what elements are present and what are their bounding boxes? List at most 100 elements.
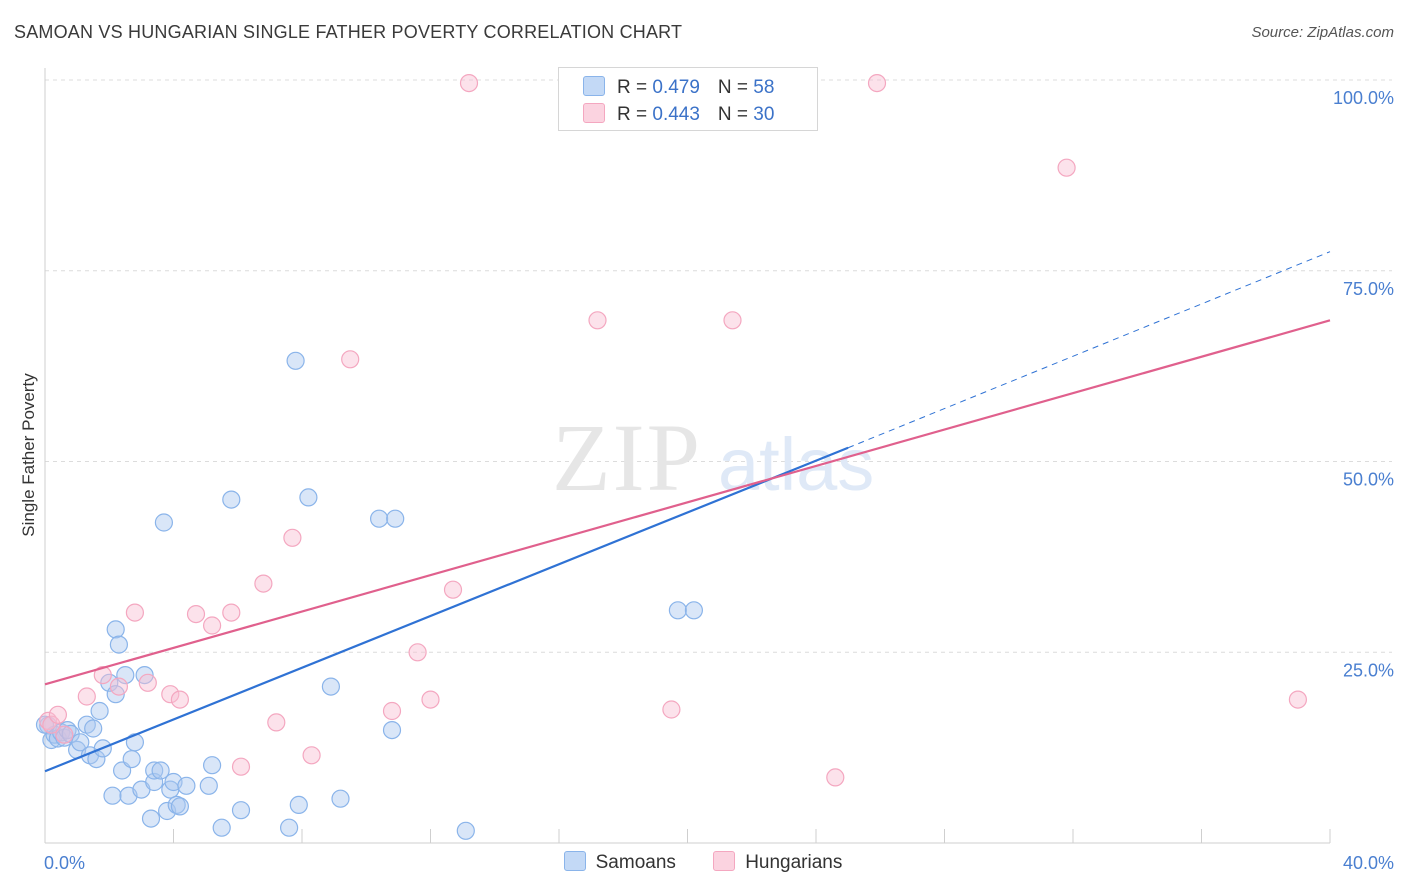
hungarians-point [443,580,463,599]
hungarians-point [459,73,479,93]
hungarians-point [170,690,189,709]
samoans-point [289,795,308,815]
hungarians-point [77,687,96,706]
samoans-point [299,488,318,507]
samoans-point [231,801,251,820]
watermark-atlas: atlas [718,423,874,506]
trend-lines [44,251,1331,773]
y-tick-labels: 25.0% 50.0% 75.0% 100.0% [1333,88,1394,680]
hungarians-point [421,690,440,709]
samoans-point [154,513,173,532]
samoans-point [684,601,704,620]
legend-n-label: N = [717,104,754,125]
hungarians-point [222,603,241,622]
hungarians-point [588,311,607,330]
watermark-zip: ZIP [552,404,702,511]
hungarians-point [302,746,321,765]
samoans-point [170,797,189,816]
hungarians-point [186,604,206,624]
y-tick-label: 100.0% [1333,88,1394,108]
samoans-point [151,761,170,780]
source-credit: Source: ZipAtlas.com [1251,24,1394,41]
samoans-point [280,818,299,837]
hungarians-point [382,701,402,721]
samoans-point [382,720,402,740]
samoans-point [199,776,218,795]
hungarians-point [55,725,74,744]
watermark: ZIP atlas [552,404,874,511]
series-legend-hungarians: Hungarians [713,851,842,874]
samoans-point [177,776,196,795]
legend-r-value: 0.443 [652,104,700,125]
series-samoans-points [35,73,704,840]
samoans-point [90,701,109,721]
samoans-trend-extension [847,251,1331,449]
hungarians-point [283,528,302,547]
series-legend-label: Hungarians [745,852,843,873]
hungarians-point [723,311,742,330]
hungarians-point [267,713,286,732]
series-legend: Samoans Hungarians [0,851,1406,874]
hungarians-point [109,677,129,696]
samoans-point [103,786,122,805]
series-legend-samoans: Samoans [563,851,676,874]
x-tick-labels: 0.0% 40.0% [44,853,1394,873]
samoans-point [668,601,688,620]
hungarians-point [93,665,112,685]
hungarians-point [254,574,273,593]
y-tick-label: 75.0% [1343,279,1394,299]
hungarians-point [48,705,68,724]
series-legend-swatch-samoans [563,851,586,871]
legend-n-value: 58 [753,77,775,98]
y-tick-label: 25.0% [1343,660,1394,680]
y-tick-label: 50.0% [1343,470,1394,490]
series-legend-swatch-hungarians [713,851,736,871]
samoans-point [331,789,350,808]
legend-n-value: 30 [753,104,775,125]
legend-r-label: R = [617,77,653,98]
hungarians-point [1057,158,1076,177]
samoans-point [203,756,222,775]
legend-r-label: R = [617,104,653,125]
samoans-point [84,719,103,738]
hungarians-point [138,673,157,692]
samoans-point [109,635,129,654]
hungarians-point [662,700,681,719]
y-axis-label: Single Father Poverty [19,373,38,537]
hungarians-point [42,715,61,734]
series-hungarians-points [39,73,1308,787]
legend: R = 0.479 N = 58 R = 0.443 N = 30 [558,67,818,131]
samoans-point [456,821,475,840]
hungarians-point [1288,690,1308,709]
hungarians-point [203,616,222,635]
legend-swatch-samoans [583,76,605,96]
samoans-point [145,761,164,780]
samoans-point [321,677,340,696]
series-legend-label: Samoans [595,852,676,873]
legend-row-hungarians: R = 0.443 N = 30 [583,103,774,125]
samoans-point [222,490,241,509]
samoans-point [370,509,389,528]
hungarians-point [125,603,144,622]
samoans-point [106,620,125,639]
hungarians-point [231,757,251,776]
samoans-point [71,733,90,752]
legend-row-samoans: R = 0.479 N = 58 [583,76,774,98]
samoans-point [125,733,144,752]
hungarians-point [408,643,427,662]
samoans-point [212,818,231,837]
legend-n-label: N = [717,77,754,98]
x-tick-label: 40.0% [1343,853,1394,873]
grid-lines [45,79,1392,653]
hungarians-trend-line [44,319,1331,686]
samoans-point [122,749,141,769]
hungarians-point [867,73,887,93]
legend-swatch-hungarians [583,103,605,123]
samoans-trend-line [44,446,849,773]
samoans-point [386,509,405,528]
axes [44,68,1331,844]
x-tick-label: 0.0% [44,853,85,873]
chart-title: SAMOAN VS HUNGARIAN SINGLE FATHER POVERT… [14,22,683,42]
samoans-point [116,665,135,685]
